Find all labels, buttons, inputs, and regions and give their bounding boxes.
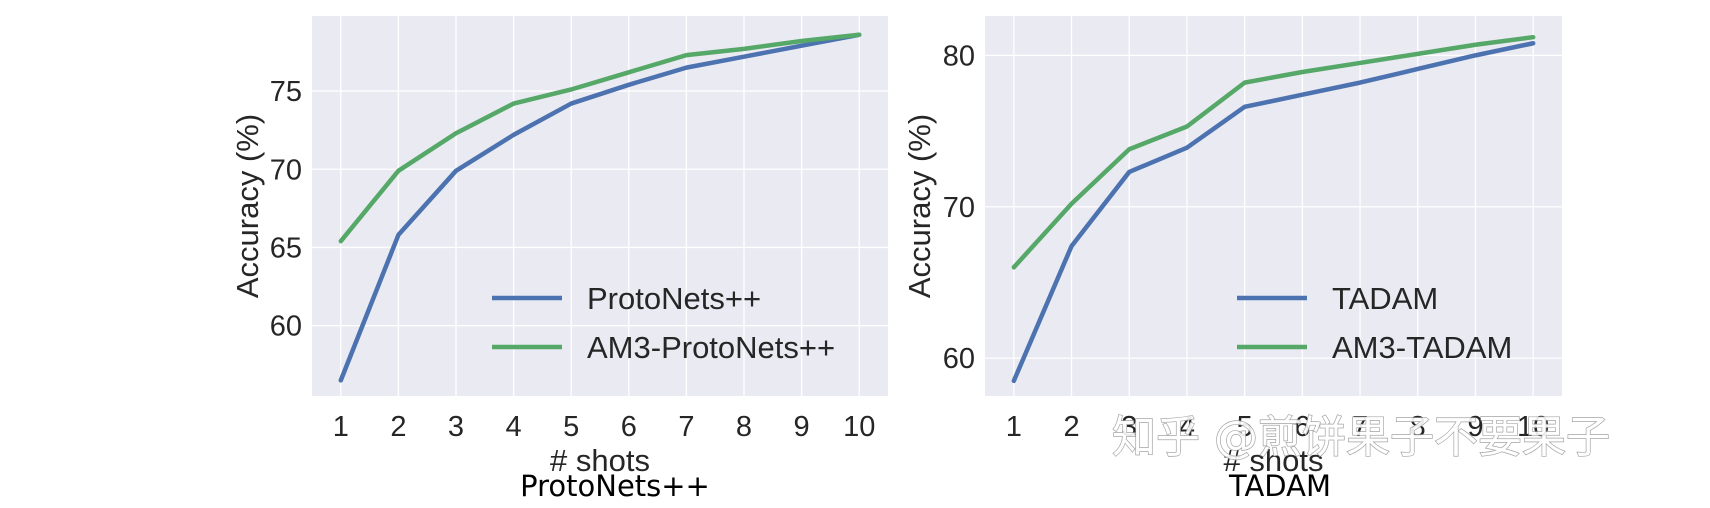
y-tick-label: 65 [270,232,302,264]
x-axis-label: # shots [550,443,650,478]
legend-label: TADAM [1332,281,1438,316]
x-tick-label: 6 [621,411,637,443]
y-tick-label: 70 [943,192,975,224]
x-tick-label: 5 [1237,411,1253,443]
x-tick-label: 3 [448,411,464,443]
x-axis-label: # shots [1224,443,1324,478]
legend-label: AM3-ProtoNets++ [587,330,835,365]
x-tick-label: 1 [333,411,349,443]
y-tick-label: 60 [943,343,975,375]
x-tick-label: 8 [1410,411,1426,443]
x-tick-label: 6 [1294,411,1310,443]
x-tick-label: 2 [390,411,406,443]
series-line-am3 [338,32,862,244]
chart-caption: TADAM [1228,469,1331,503]
series-line-baseline [1011,41,1536,384]
x-tick-label: 2 [1063,411,1079,443]
y-tick-label: 70 [270,154,302,186]
x-tick-label: 4 [506,411,522,443]
series-line-am3 [1011,34,1536,270]
x-tick-label: 8 [736,411,752,443]
y-tick-label: 80 [943,40,975,72]
chart-caption: ProtoNets++ [520,469,710,503]
watermark-text: 知乎 @煎饼果子不要果子 [1112,412,1610,463]
x-tick-label: 5 [563,411,579,443]
legend-label: ProtoNets++ [587,281,761,316]
chart-tadam: 1 2 3 4 5 6 7 8 9 10 60 70 80 TADAM AM3-TADAM # shots Ac… [902,16,1562,503]
x-tick-label: 9 [1467,411,1483,443]
x-tick-label: 10 [1517,411,1549,443]
x-tick-label: 4 [1179,411,1195,443]
x-tick-label: 9 [794,411,810,443]
x-tick-label: 1 [1006,411,1022,443]
y-axis-label: Accuracy (%) [902,114,937,298]
y-tick-label: 75 [270,76,302,108]
chart-protonets: 1 2 3 4 5 6 7 8 9 10 60 65 70 75 ProtoNets++ AM3-ProtoN… [230,16,888,503]
y-tick-label: 60 [270,311,302,343]
y-axis-label: Accuracy (%) [230,114,265,298]
x-tick-label: 3 [1121,411,1137,443]
legend-label: AM3-TADAM [1332,330,1512,365]
series-line-baseline [338,32,862,383]
x-tick-label: 10 [843,411,875,443]
x-tick-label: 7 [1352,411,1368,443]
x-tick-label: 7 [678,411,694,443]
